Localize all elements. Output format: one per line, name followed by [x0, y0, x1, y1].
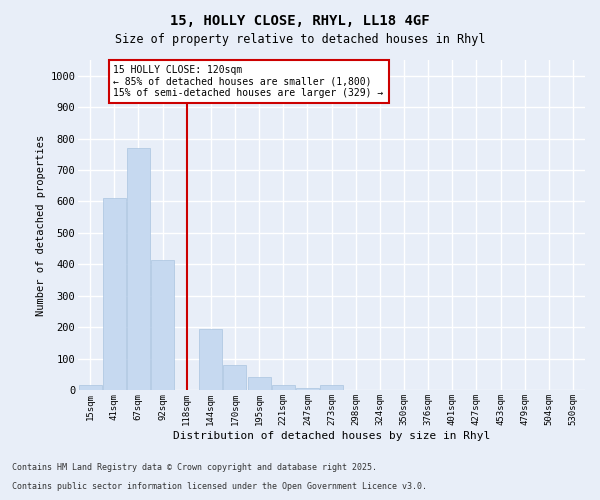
Text: Contains HM Land Registry data © Crown copyright and database right 2025.: Contains HM Land Registry data © Crown c…	[12, 464, 377, 472]
Bar	[151, 260, 174, 390]
Bar	[223, 365, 247, 390]
Bar	[320, 386, 343, 390]
Bar	[272, 386, 295, 390]
Bar	[248, 378, 271, 390]
Bar	[127, 148, 150, 390]
Text: Size of property relative to detached houses in Rhyl: Size of property relative to detached ho…	[115, 32, 485, 46]
Text: 15, HOLLY CLOSE, RHYL, LL18 4GF: 15, HOLLY CLOSE, RHYL, LL18 4GF	[170, 14, 430, 28]
Bar	[296, 388, 319, 390]
Y-axis label: Number of detached properties: Number of detached properties	[36, 134, 46, 316]
Text: 15 HOLLY CLOSE: 120sqm
← 85% of detached houses are smaller (1,800)
15% of semi-: 15 HOLLY CLOSE: 120sqm ← 85% of detached…	[113, 65, 384, 98]
Bar	[103, 198, 125, 390]
Text: Contains public sector information licensed under the Open Government Licence v3: Contains public sector information licen…	[12, 482, 427, 491]
Bar	[199, 328, 222, 390]
Bar	[79, 386, 101, 390]
X-axis label: Distribution of detached houses by size in Rhyl: Distribution of detached houses by size …	[173, 430, 490, 440]
